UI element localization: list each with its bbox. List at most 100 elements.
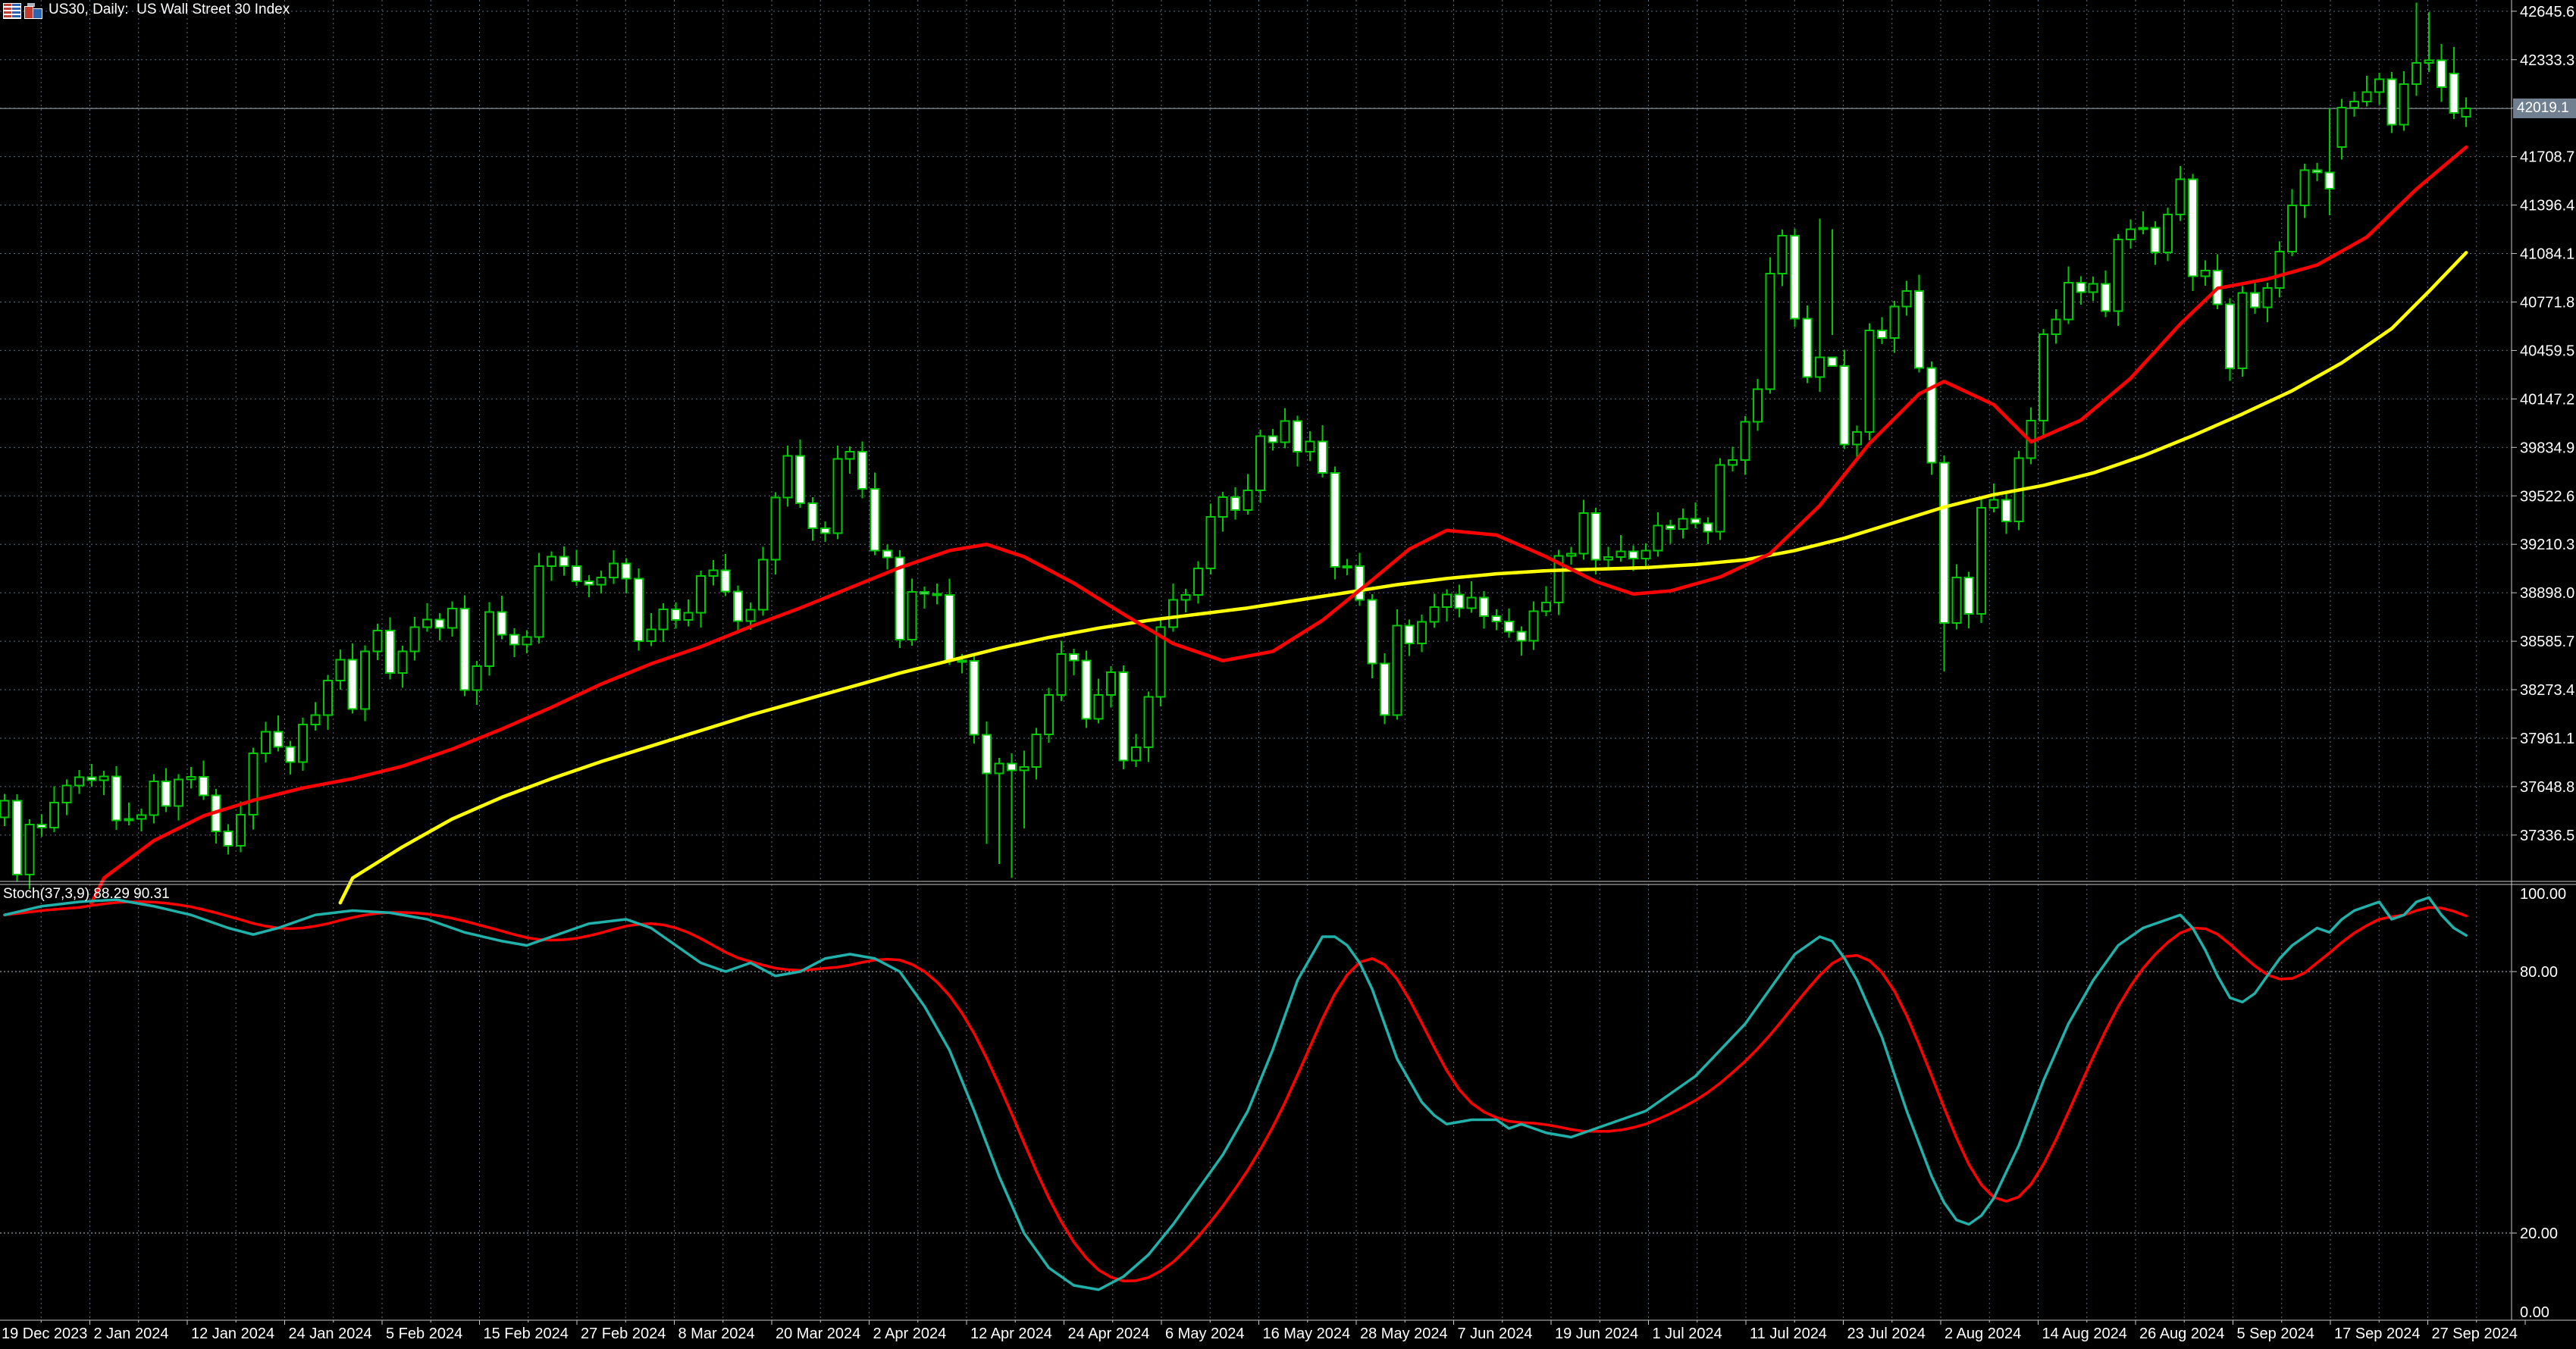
candle (870, 472, 880, 556)
candle (298, 717, 309, 771)
candle (1044, 687, 1055, 743)
stoch-axis-label: 20.00 (2520, 1225, 2558, 1242)
candle (74, 770, 84, 794)
time-axis[interactable]: 19 Dec 2023 2 Jan 2024 12 Jan 2024 24 Jan 2… (2, 1320, 2526, 1342)
candle (1740, 416, 1750, 475)
candle (174, 774, 184, 821)
candle (434, 613, 445, 641)
stoch-axis[interactable]: 100.00 80.00 20.00 0.00 (2512, 884, 2566, 1321)
candle (0, 793, 10, 826)
candle (1615, 535, 1626, 562)
chart-window-icon[interactable] (24, 2, 42, 19)
candle (2113, 233, 2123, 326)
candle (11, 793, 22, 882)
candle (335, 649, 346, 690)
candle (2225, 298, 2236, 381)
candle (2336, 99, 2347, 160)
time-axis-label: 6 May 2024 (1165, 1326, 1245, 1342)
ma-slow-line (338, 251, 2468, 905)
candle (2063, 266, 2073, 324)
candle (695, 571, 706, 628)
price-axis-label: 37648.8 (2520, 779, 2574, 796)
price-axis-label: 42333.3 (2520, 52, 2574, 69)
candle (1976, 497, 1987, 624)
price-axis-label: 42645.6 (2520, 4, 2574, 20)
stoch-axis-label: 80.00 (2520, 964, 2558, 981)
candle (2399, 70, 2409, 131)
candle (2449, 47, 2459, 120)
time-axis-label: 23 Jul 2024 (1847, 1326, 1926, 1342)
candle (2026, 407, 2036, 465)
stoch-signal-line (3, 900, 2468, 1282)
price-axis-label: 39834.9 (2520, 440, 2574, 456)
candle (1255, 430, 1265, 503)
candle (1143, 691, 1154, 762)
candle (969, 653, 979, 743)
candle (149, 774, 159, 824)
candle (1317, 425, 1327, 478)
candle (1230, 487, 1241, 520)
price-axis[interactable]: 42645.6 42333.3 41708.7 41396.4 41084.1 40771… (2512, 4, 2574, 844)
candle (1217, 492, 1228, 532)
candle (609, 550, 619, 584)
candle (944, 578, 954, 665)
candle (1814, 218, 1825, 392)
time-axis-label: 12 Jan 2024 (191, 1326, 274, 1342)
time-axis-label: 19 Jun 2024 (1555, 1326, 1638, 1342)
candle (2249, 280, 2260, 314)
candle (49, 786, 60, 833)
candle (497, 596, 507, 640)
market-watch-icon[interactable] (3, 2, 21, 19)
candle (1678, 508, 1688, 539)
candle (1503, 608, 1514, 638)
candle (1429, 593, 1440, 628)
candle (198, 760, 208, 800)
candle (447, 601, 457, 637)
time-axis-label: 2 Jan 2024 (94, 1326, 169, 1342)
candle (1889, 301, 1900, 353)
candle (994, 758, 1004, 865)
candle (1516, 626, 1527, 656)
candle (1553, 549, 1564, 615)
candle (1864, 323, 1875, 441)
candle (1305, 431, 1315, 462)
time-axis-label: 8 Mar 2024 (678, 1326, 755, 1342)
candle (1901, 280, 1912, 316)
candle (2163, 207, 2173, 261)
candle (1243, 474, 1253, 515)
candle (36, 814, 47, 837)
candle (1565, 546, 1576, 565)
time-axis-label: 17 Sep 2024 (2334, 1326, 2420, 1342)
time-axis-label: 2 Aug 2024 (1945, 1326, 2021, 1342)
stoch-main-line (3, 896, 2468, 1291)
candle (671, 602, 682, 629)
candle (2212, 254, 2223, 309)
ma-fast-line (89, 145, 2468, 905)
candle (223, 824, 233, 855)
candle (1392, 609, 1402, 720)
candle (2051, 309, 2061, 344)
candle (186, 766, 196, 789)
candle (559, 546, 569, 576)
candle (596, 570, 606, 593)
candle (360, 645, 371, 721)
price-axis-label: 38273.4 (2520, 682, 2574, 699)
candle (832, 446, 843, 540)
candle (2386, 72, 2397, 133)
candle (633, 568, 644, 651)
candle (547, 551, 557, 581)
candle (285, 740, 296, 775)
candle (1703, 517, 1713, 544)
candle (2101, 270, 2111, 318)
price-axis-label: 41084.1 (2520, 246, 2574, 263)
candle (1765, 257, 1775, 394)
candle (484, 602, 495, 676)
candle (845, 446, 855, 474)
candle (882, 544, 892, 570)
candle (1081, 650, 1092, 728)
candle (24, 818, 35, 890)
candle (211, 789, 221, 844)
time-axis-label: 1 Jul 2024 (1653, 1326, 1722, 1342)
